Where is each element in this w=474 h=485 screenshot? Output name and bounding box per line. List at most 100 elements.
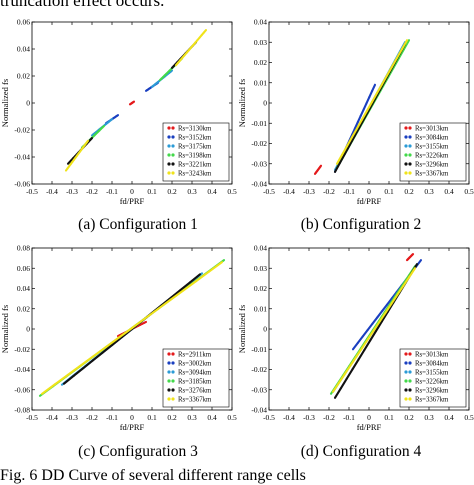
x-tick-label: 0.2 bbox=[404, 187, 414, 196]
legend-swatch bbox=[171, 144, 174, 147]
legend-label: Rs=3296km bbox=[415, 388, 449, 395]
legend-swatch bbox=[167, 388, 170, 391]
legend-swatch bbox=[408, 379, 411, 382]
legend-swatch bbox=[171, 126, 174, 129]
y-tick-label: -0.01 bbox=[251, 119, 267, 128]
legend-swatch bbox=[167, 162, 170, 165]
y-tick-label: 0.08 bbox=[17, 244, 30, 253]
y-axis-label: Normalized fs bbox=[237, 305, 247, 353]
data-point-run bbox=[86, 141, 88, 143]
legend-swatch bbox=[171, 361, 174, 364]
legend-label: Rs=3175km bbox=[178, 144, 212, 151]
legend-swatch bbox=[408, 126, 411, 129]
x-tick-label: 0 bbox=[130, 187, 134, 196]
x-tick-label: -0.2 bbox=[323, 413, 335, 422]
legend-swatch bbox=[167, 397, 170, 400]
x-tick-label: 0.4 bbox=[207, 187, 217, 196]
x-tick-label: 0.1 bbox=[384, 187, 394, 196]
legend-label: Rs=3094km bbox=[178, 370, 212, 377]
legend-swatch bbox=[408, 171, 411, 174]
y-tick-label: -0.04 bbox=[251, 406, 267, 415]
y-tick-label: 0.01 bbox=[254, 304, 267, 313]
y-tick-label: 0.04 bbox=[254, 244, 267, 253]
y-tick-label: 0.01 bbox=[254, 78, 267, 87]
y-tick-label: 0.03 bbox=[254, 264, 267, 273]
legend-swatch bbox=[171, 388, 174, 391]
legend-swatch bbox=[404, 370, 407, 373]
x-tick-label: 0.2 bbox=[167, 187, 177, 196]
x-tick-label: -0.3 bbox=[303, 413, 315, 422]
caption-c: (c) Configuration 3 bbox=[38, 443, 238, 461]
legend-swatch bbox=[167, 352, 170, 355]
legend-swatch bbox=[408, 162, 411, 165]
x-tick-label: -0.1 bbox=[343, 413, 355, 422]
x-tick-label: 0.3 bbox=[187, 187, 197, 196]
legend-label: Rs=3221km bbox=[178, 162, 212, 169]
x-tick-label: 0.1 bbox=[147, 187, 157, 196]
x-tick-label: -0.4 bbox=[46, 413, 58, 422]
x-axis-label: fd/PRF bbox=[357, 196, 382, 206]
legend-label: Rs=3226km bbox=[415, 153, 449, 160]
y-tick-label: -0.02 bbox=[251, 365, 267, 374]
legend-swatch bbox=[171, 352, 174, 355]
caption-b: (b) Configuration 2 bbox=[261, 216, 461, 234]
legend-swatch bbox=[171, 162, 174, 165]
legend-label: Rs=3084km bbox=[415, 135, 449, 142]
legend: Rs=3013kmRs=3084kmRs=3155kmRs=3226kmRs=3… bbox=[400, 349, 466, 407]
y-tick-label: -0.03 bbox=[251, 159, 267, 168]
legend-label: Rs=3367km bbox=[415, 397, 449, 404]
legend-swatch bbox=[408, 135, 411, 138]
x-tick-label: -0.2 bbox=[323, 187, 335, 196]
legend-swatch bbox=[408, 352, 411, 355]
legend-label: Rs=3276km bbox=[178, 388, 212, 395]
legend-label: Rs=3013km bbox=[415, 126, 449, 133]
legend-swatch bbox=[404, 352, 407, 355]
x-tick-label: 0.1 bbox=[384, 413, 394, 422]
legend-swatch bbox=[171, 379, 174, 382]
legend-label: Rs=3155km bbox=[415, 144, 449, 151]
y-tick-label: 0.04 bbox=[17, 45, 30, 54]
y-tick-label: 0 bbox=[263, 325, 267, 334]
y-tick-label: -0.06 bbox=[14, 180, 30, 189]
legend-label: Rs=3296km bbox=[415, 162, 449, 169]
y-tick-label: -0.02 bbox=[14, 126, 30, 135]
header-text: truncation effect occurs. bbox=[0, 0, 164, 11]
legend-swatch bbox=[171, 171, 174, 174]
x-tick-label: 0.4 bbox=[444, 187, 454, 196]
legend-swatch bbox=[167, 153, 170, 156]
y-tick-label: -0.03 bbox=[251, 385, 267, 394]
x-tick-label: -0.3 bbox=[66, 187, 78, 196]
caption-d: (d) Configuration 4 bbox=[261, 443, 461, 461]
x-tick-label: 0.2 bbox=[404, 413, 414, 422]
y-tick-label: -0.04 bbox=[251, 180, 267, 189]
legend-label: Rs=3130km bbox=[178, 126, 212, 133]
x-tick-label: -0.3 bbox=[303, 187, 315, 196]
legend-label: Rs=3013km bbox=[415, 352, 449, 359]
legend-swatch bbox=[404, 388, 407, 391]
x-tick-label: -0.2 bbox=[86, 187, 98, 196]
y-tick-label: -0.02 bbox=[14, 345, 30, 354]
legend-swatch bbox=[167, 144, 170, 147]
legend-swatch bbox=[167, 171, 170, 174]
x-tick-label: -0.1 bbox=[343, 187, 355, 196]
x-tick-label: -0.1 bbox=[106, 413, 118, 422]
x-tick-label: 0 bbox=[367, 187, 371, 196]
data-point-run bbox=[144, 322, 146, 323]
y-tick-label: 0 bbox=[26, 325, 30, 334]
legend-swatch bbox=[404, 171, 407, 174]
y-tick-label: -0.08 bbox=[14, 406, 30, 415]
x-tick-label: -0.2 bbox=[86, 413, 98, 422]
x-tick-label: 0.3 bbox=[424, 413, 434, 422]
y-tick-label: 0.06 bbox=[17, 18, 30, 27]
x-axis-label: fd/PRF bbox=[357, 422, 382, 432]
y-tick-label: -0.01 bbox=[251, 345, 267, 354]
legend-swatch bbox=[408, 370, 411, 373]
y-tick-label: 0.02 bbox=[254, 58, 267, 67]
legend-swatch bbox=[167, 361, 170, 364]
legend-swatch bbox=[171, 153, 174, 156]
